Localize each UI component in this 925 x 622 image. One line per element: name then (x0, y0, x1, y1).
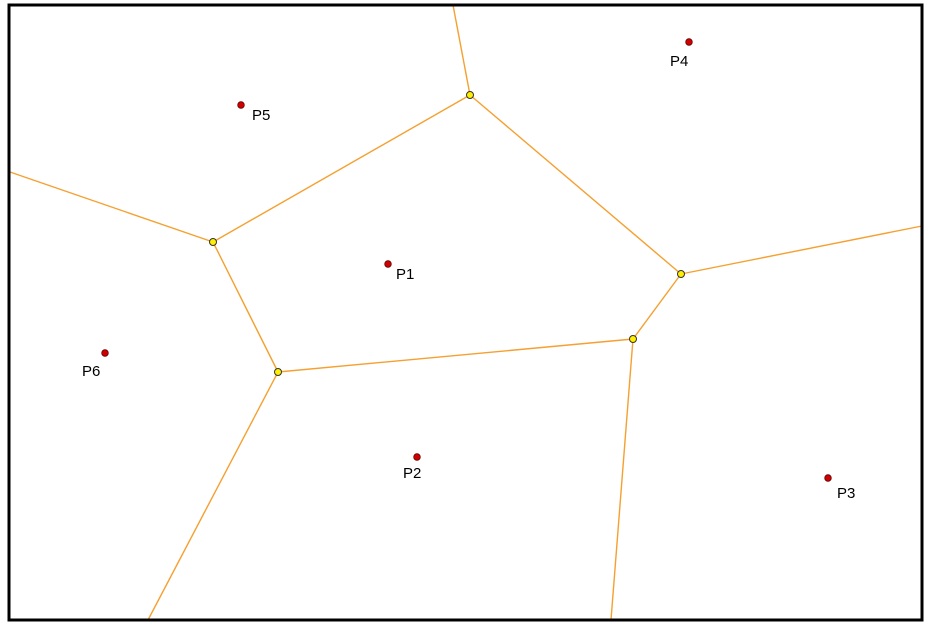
vertex (466, 91, 474, 99)
site-label: P5 (252, 107, 270, 124)
vertices (209, 91, 685, 376)
vertex (629, 335, 637, 343)
site (685, 38, 693, 46)
site-label: P2 (403, 465, 421, 482)
site-label: P4 (670, 53, 688, 70)
edge (452, 4, 471, 96)
edge (632, 273, 682, 340)
site (101, 349, 109, 357)
site-label: P6 (82, 363, 100, 380)
site (384, 260, 392, 268)
edge (212, 94, 471, 243)
edge (9, 171, 214, 243)
edge (147, 371, 279, 621)
edge (212, 241, 279, 373)
site (237, 101, 245, 109)
sites: P1 P2 P3 P4 P5 P6 (82, 38, 855, 502)
site-label: P1 (396, 266, 414, 283)
vertex (209, 238, 217, 246)
site-label: P3 (837, 485, 855, 502)
edge (610, 338, 634, 621)
edges (9, 4, 923, 621)
vertex (677, 270, 685, 278)
frame (7, 3, 924, 622)
site (413, 453, 421, 461)
vertex (274, 368, 282, 376)
edge (277, 338, 634, 373)
edge (469, 94, 682, 275)
site (824, 474, 832, 482)
edge (680, 225, 923, 275)
